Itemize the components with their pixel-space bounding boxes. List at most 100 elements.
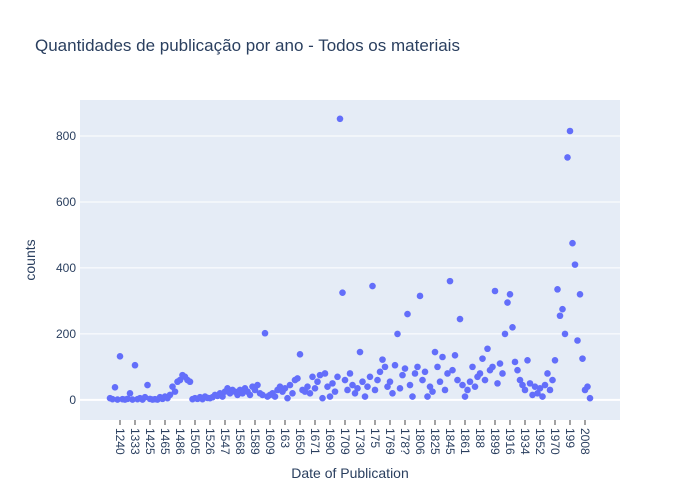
x-tick-label: 1806 <box>413 428 427 455</box>
point <box>531 383 539 390</box>
x-tick-label: 1845 <box>443 428 457 455</box>
point <box>124 395 131 403</box>
point <box>529 391 536 399</box>
point <box>234 391 241 399</box>
point <box>466 378 474 386</box>
point <box>289 389 296 397</box>
point <box>459 381 466 389</box>
point <box>451 352 459 359</box>
point <box>419 376 426 384</box>
point <box>381 363 389 371</box>
point <box>571 261 579 268</box>
point <box>484 345 491 353</box>
point <box>304 383 311 390</box>
point <box>354 385 361 392</box>
point <box>456 315 464 323</box>
point <box>131 361 139 369</box>
point <box>561 330 569 338</box>
point <box>406 381 414 389</box>
point <box>286 381 294 389</box>
point <box>359 378 366 386</box>
chart-title: Quantidades de publicação por ano - Todo… <box>35 36 460 55</box>
point <box>536 385 544 392</box>
point <box>556 312 564 320</box>
point <box>369 282 376 290</box>
y-tick-label: 200 <box>56 327 76 341</box>
y-tick-label: 600 <box>56 195 76 209</box>
point <box>514 366 521 374</box>
point <box>574 337 581 344</box>
point <box>519 381 526 389</box>
plot-area <box>80 100 620 420</box>
point <box>389 389 396 397</box>
point <box>539 393 546 400</box>
point <box>114 396 121 403</box>
point <box>301 388 309 395</box>
point <box>334 373 341 381</box>
point <box>324 383 331 390</box>
point <box>339 289 346 296</box>
x-tick-label: 1589 <box>248 428 262 455</box>
point <box>586 394 594 402</box>
point <box>409 393 416 400</box>
point <box>501 330 509 338</box>
point <box>516 376 524 384</box>
point <box>309 373 316 381</box>
x-tick-label: 1240 <box>113 428 127 455</box>
point <box>576 291 584 298</box>
x-tick-label: 1333 <box>128 428 142 455</box>
x-tick-label: 1650 <box>293 428 307 455</box>
point <box>479 355 486 362</box>
point <box>526 380 534 387</box>
point <box>356 348 364 356</box>
point <box>504 299 511 306</box>
x-tick-label: 1709 <box>338 428 352 455</box>
point <box>169 383 176 390</box>
point <box>534 389 541 397</box>
point <box>481 376 489 384</box>
point <box>541 381 549 389</box>
point <box>176 376 184 384</box>
point <box>439 353 446 361</box>
point <box>566 127 574 135</box>
x-tick-label: 1425 <box>143 428 157 455</box>
point <box>329 380 336 387</box>
x-tick-label: 1899 <box>488 428 502 455</box>
x-tick-label: 1769 <box>383 428 397 455</box>
point <box>399 371 406 379</box>
point <box>416 292 424 300</box>
y-tick-label: 0 <box>69 393 76 407</box>
point <box>546 386 554 394</box>
point <box>319 394 326 402</box>
point <box>494 380 501 387</box>
point <box>429 388 436 395</box>
point <box>394 330 401 338</box>
point <box>371 386 379 394</box>
point <box>111 384 119 391</box>
point <box>361 393 369 400</box>
point <box>321 370 329 377</box>
point <box>491 287 499 295</box>
point <box>224 385 231 392</box>
point <box>579 355 586 362</box>
point <box>246 391 254 399</box>
x-tick-label: 1547 <box>218 428 232 455</box>
point <box>441 386 449 394</box>
x-tick-label: 1952 <box>533 428 547 455</box>
point <box>366 373 374 381</box>
point <box>554 286 561 293</box>
point <box>464 386 471 394</box>
point <box>414 363 421 371</box>
point <box>569 239 576 247</box>
x-tick-label: 1486 <box>173 428 187 455</box>
point <box>271 393 279 400</box>
point <box>434 363 441 371</box>
point <box>489 363 496 371</box>
x-tick-label: 178? <box>398 428 412 455</box>
x-tick-label: 1465 <box>158 428 172 455</box>
point <box>239 389 246 397</box>
point <box>166 391 174 399</box>
point <box>499 370 506 377</box>
x-tick-label: 1568 <box>233 428 247 455</box>
